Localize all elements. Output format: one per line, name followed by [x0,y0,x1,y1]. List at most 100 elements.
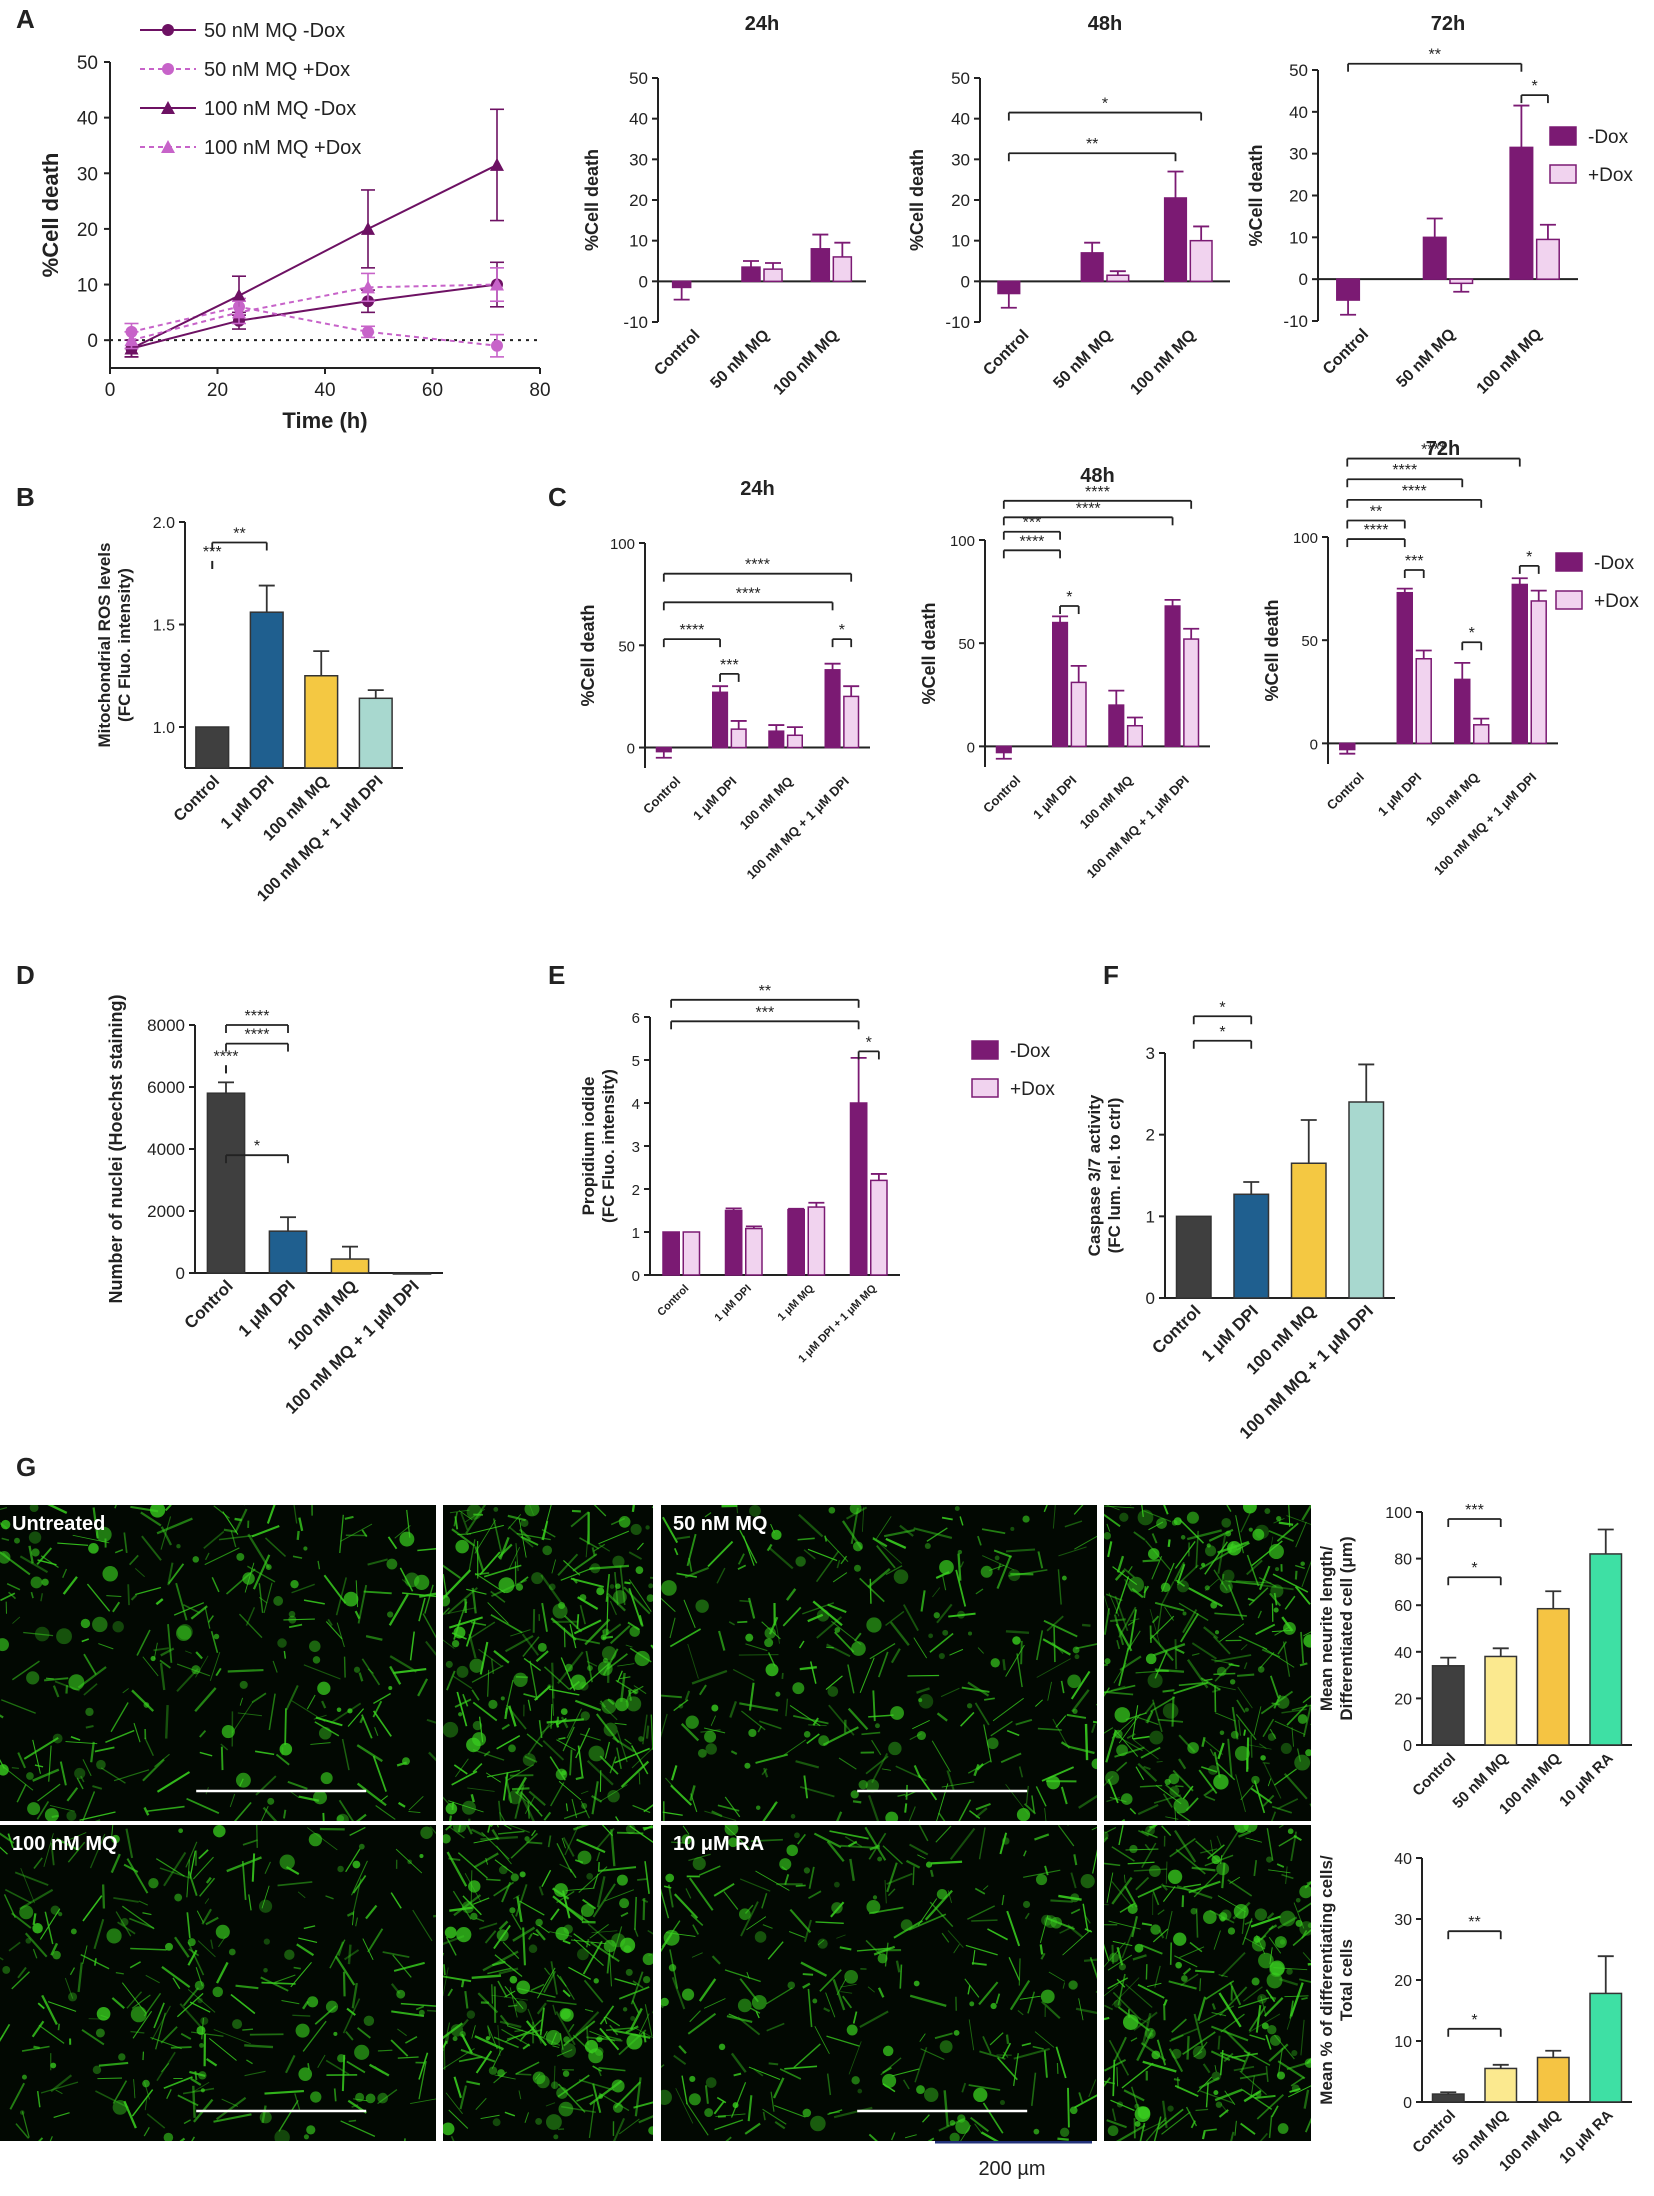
cell-body [1151,2050,1161,2060]
significance-label: **** [1076,500,1101,517]
neurite [788,1930,805,1938]
neurite [1165,1910,1173,1940]
neurite [1135,1766,1145,1781]
legend-marker [162,63,174,75]
neurite [1112,1566,1138,1586]
neurite [1185,2106,1198,2127]
panel-letter: A [16,4,35,34]
cell-body [1171,1519,1178,1526]
neurite [1238,1635,1268,1650]
neurite [688,1853,711,1862]
neurite [730,2052,747,2073]
neurite [192,2081,210,2093]
neurite [1299,1662,1308,1667]
cell-body [939,1560,954,1575]
cell-body [580,1903,595,1918]
neurite [989,2032,1004,2046]
neurite [453,1764,468,1775]
neurite [17,1966,27,1979]
neurite [153,1642,158,1660]
neurite [569,1749,573,1776]
neurite [691,1952,703,1958]
neurite [842,1995,853,2009]
cell-body [548,1583,556,1591]
neurite [143,1806,150,1816]
x-tick-label: Control [1409,1750,1459,1800]
neurite [588,2101,596,2139]
neurite [11,1660,40,1681]
neurite [288,1623,303,1629]
y-tick-label: 40 [77,109,98,130]
neurite [606,1953,611,1974]
y-tick-label: 2.0 [153,515,175,532]
neurite [1116,1978,1126,1988]
neurite [929,1869,934,1878]
neurite [1203,2128,1217,2132]
neurite [182,1987,200,2007]
neurite [836,1811,843,1821]
cell-body [44,1808,59,1821]
cell-body [21,2074,27,2080]
micrograph-label: 50 nM MQ [673,1513,768,1535]
neurite [230,1993,256,2015]
neurite [960,1711,975,1727]
neurite [361,1658,381,1686]
cell-body [1134,1943,1144,1953]
y-tick-label: 1 [632,1225,640,1242]
cell-body [866,1899,881,1914]
neurite [1104,1663,1108,1667]
neurite [1269,1592,1282,1607]
cell-body [1148,1865,1161,1877]
neurite [1276,1798,1299,1810]
neurite [680,1723,700,1742]
neurite [186,1797,220,1815]
neurite [628,1551,643,1560]
neurite [358,1672,364,1682]
neurite [895,1960,901,1973]
neurite [290,1961,312,1988]
neurite [1250,1915,1281,1928]
neurite [1104,1513,1121,1528]
neurite [629,2007,643,2030]
neurite [1237,1673,1255,1677]
neurite [589,2030,616,2042]
significance-label: *** [756,1004,775,1021]
cell-body [849,1505,862,1515]
neurite [1078,1794,1097,1809]
neurite [1296,1748,1302,1762]
neurite [1246,1757,1249,1770]
y-tick-label: 30 [1289,145,1308,164]
cell-body [1216,1666,1227,1677]
neurite [114,1505,117,1509]
neurite [498,1920,509,1931]
neurite [993,1549,1012,1558]
bar [741,266,761,283]
neurite [849,1858,855,1882]
neurite [457,1852,488,1879]
y-tick-label: -10 [623,313,648,332]
cell-body [913,1980,920,1987]
neurite [0,1846,8,1855]
neurite [1204,1541,1229,1575]
cell-body [174,1893,183,1902]
series-line [131,305,498,347]
neurite [1219,2051,1246,2063]
micrograph-texture [1104,1505,1311,1821]
neurite [980,2131,999,2141]
neurite [456,1691,468,1727]
neurite [637,1878,648,1881]
neurite [507,1514,526,1522]
neurite [570,1511,590,1528]
neurite [220,1743,229,1751]
cell-body [337,2054,346,2063]
cell-body [1067,1674,1081,1689]
cell-body [1279,1939,1286,1945]
data-point [232,305,246,319]
neurite [1198,1769,1218,1794]
neurite [266,1505,276,1524]
bar [1415,658,1432,745]
neurite [504,1707,509,1720]
neurite [470,1621,487,1626]
significance-label: *** [720,657,739,674]
neurite [1091,1826,1097,1831]
